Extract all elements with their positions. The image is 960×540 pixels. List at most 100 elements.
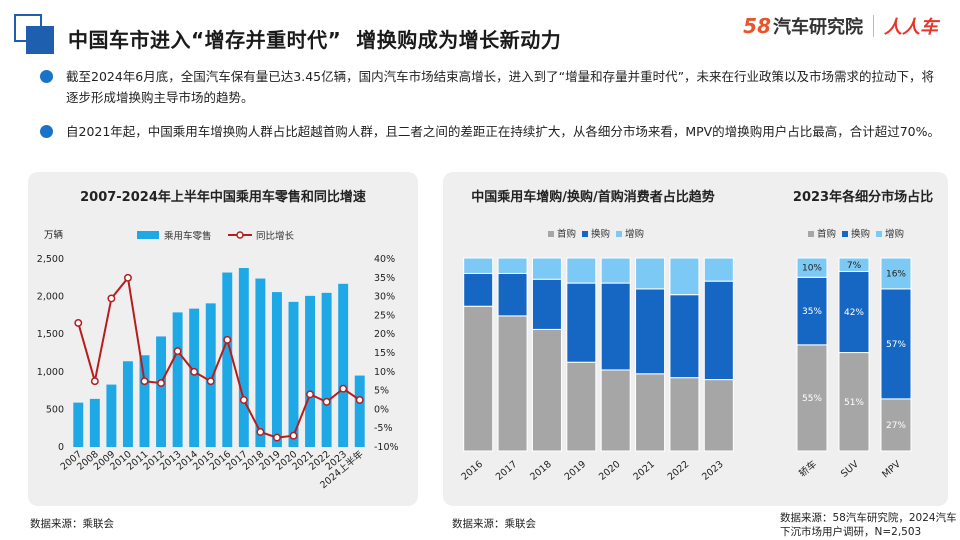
chart2-x-tick-label: 2022 [666,459,692,483]
chart2-segment [635,257,666,290]
retail-bar [189,308,200,447]
retail-bar [354,375,365,447]
retail-bar [321,292,332,447]
growth-point [355,396,364,404]
retail-bar [255,278,266,447]
y-left-tick-label: 500 [46,404,64,415]
brand-name: 汽车研究院 [773,17,863,38]
retail-bar [106,384,117,447]
retail-bar [288,301,299,447]
y-left-tick-label: 2,500 [37,254,64,265]
chart3-segment [880,257,912,290]
chart3-segment [838,257,870,273]
y-right-tick-label: 0% [374,404,389,415]
growth-point [123,273,132,282]
growth-point [322,397,331,406]
retail-bar [205,303,216,447]
growth-point [206,377,215,386]
bullet-dot-icon [40,125,53,138]
chart2-segment [669,294,700,379]
chart3-data-label: 27% [886,421,906,431]
y-right-tick-label: 40% [374,254,395,265]
chart2-legend-swatch [548,231,554,237]
chart2-segment [463,305,494,452]
chart2-x-tick-label: 2020 [597,459,623,483]
chart2-title: 中国乘用车增购/换购/首购消费者占比趋势 [471,189,715,205]
chart2-segment [531,328,562,452]
y-left-tick-label: 2,000 [37,292,64,303]
growth-point [140,377,149,386]
retail-bar [89,398,100,447]
title-decoration-icon [14,14,54,54]
chart2-legend-label: 首购 [557,228,576,240]
chart2-segment [669,377,700,452]
chart2-legend-label: 增购 [625,228,644,240]
brand-divider [873,15,874,37]
growth-point [90,377,99,386]
retail-bar [271,292,282,447]
chart3-segment [796,276,828,346]
y-right-tick-label: 25% [374,310,395,321]
bullet-dot-icon [40,70,53,83]
chart2-segment [703,280,734,381]
growth-point [289,431,298,440]
y-left-tick-label: 1,500 [37,329,64,340]
growth-point [239,396,248,404]
chart3-segment [838,271,870,354]
retail-bar [222,272,233,447]
chart2-segment [703,379,734,452]
retail-bar [73,402,84,447]
chart3-segment [880,288,912,400]
growth-line [77,275,361,439]
retail-bar [338,283,349,447]
brand-58: 58 [743,14,771,38]
growth-point [74,318,83,327]
chart3-legend-label: 增购 [885,228,904,240]
y-right-tick-label: -5% [374,423,393,434]
growth-point [339,384,348,393]
y-left-tick-label: 1,000 [37,367,64,378]
chart3-x-tick-label: 轿车 [797,458,819,479]
chart2-segment [463,272,494,307]
y-right-tick-label: 30% [374,292,395,303]
chart2-legend-swatch [582,231,588,237]
legend-label-retail: 乘用车零售 [164,230,212,242]
chart2-legend-label: 换购 [591,228,610,240]
chart2-x-tick-label: 2016 [460,459,486,483]
growth-point [272,433,281,442]
brand-renrenche: 人人车 [884,17,938,38]
growth-point [256,428,265,436]
chart2-segment [566,361,597,452]
chart3-data-label: 55% [802,394,822,404]
chart3-legend-swatch [842,231,848,237]
y-right-tick-label: 15% [374,348,395,359]
retail-bar [156,336,167,447]
chart3-legend-label: 换购 [851,228,870,240]
y-right-tick-label: -10% [374,442,399,453]
retail-bar [238,268,249,447]
chart2-x-tick-label: 2021 [631,459,657,483]
chart1-title: 2007-2024年上半年中国乘用车零售和同比增速 [80,189,366,205]
chart2-segment [497,272,528,317]
chart2-segment [566,282,597,363]
chart2-segment [635,373,666,452]
chart2-segment [566,257,597,284]
bullet-text-2: 自2021年起，中国乘用车增换购人群占比超越首购人群，且二者之间的差距正在持续扩… [66,124,940,139]
chart3-segment [880,398,912,452]
chart2-segment [669,257,700,296]
legend-swatch-growth-marker [236,231,244,239]
growth-point [223,335,232,344]
legend-label-growth: 同比增长 [256,230,295,242]
bullet-point-2: 自2021年起，中国乘用车增换购人群占比超越首购人群，且二者之间的差距正在持续扩… [40,121,945,142]
chart2-segment [463,257,494,274]
retail-bar [172,312,183,447]
chart3-legend-swatch [808,231,814,237]
chart2-segment [635,288,666,375]
chart2-x-tick-label: 2019 [563,459,589,483]
chart3-legend-label: 首购 [817,228,836,240]
growth-point [190,367,199,376]
y-right-tick-label: 10% [374,367,395,378]
y-right-tick-label: 35% [374,273,395,284]
chart3-data-label: 42% [844,308,864,318]
chart3-x-tick-label: SUV [839,459,861,480]
